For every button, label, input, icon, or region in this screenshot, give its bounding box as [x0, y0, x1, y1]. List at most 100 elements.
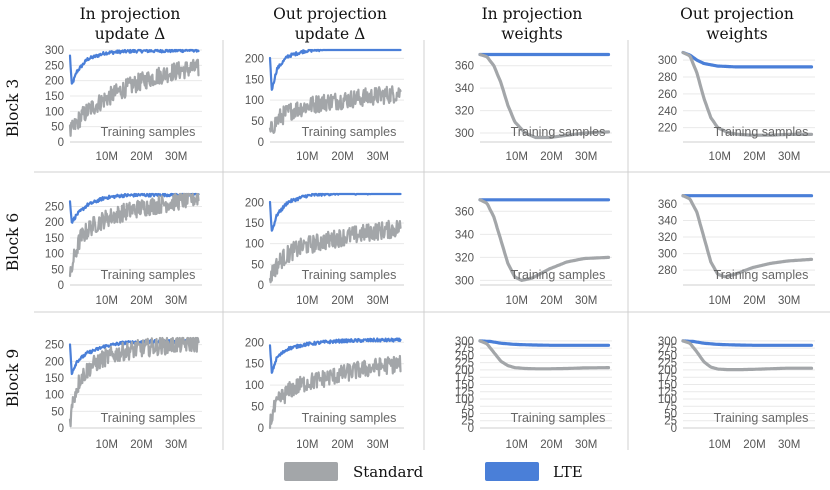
legend-swatch-lte [485, 462, 539, 481]
panel-r1-c3-xtick-label: 20M [540, 151, 562, 163]
panel-r2-c2-xtick-label: 30M [367, 295, 389, 307]
panel-r3-c2-ytick-label: 100 [245, 380, 264, 392]
panel-r2-c1-series-standard [68, 192, 200, 278]
panel-r2-c4-series-standard [681, 194, 814, 279]
panel-r3-c3-ytick-label: 250 [455, 350, 474, 362]
panel-r3-c4-ytick-label: 25 [664, 416, 677, 428]
panel-r3-c1-xtick-label: 10M [96, 439, 118, 451]
panel-r3-c1-ytick-label: 0 [58, 423, 64, 435]
panel-r3-c1-series-standard [68, 336, 200, 428]
panel-r1-c1-xtick-label: 30M [165, 151, 187, 163]
panel-r3-c3-ytick-label: 200 [455, 365, 474, 377]
panel-r3-c1-x-axis-label: Training samples [101, 411, 196, 425]
panel-r1-c2: 0 50 100 150 200 10M 20M 30M Training samples [245, 48, 404, 163]
panel-r2-c3-ytick-label: 360 [455, 206, 474, 218]
panel-r1-c4-series-lte [681, 50, 814, 69]
panel-r2-c2-xtick-label: 10M [296, 295, 318, 307]
panel-r3-c2-xtick-label: 10M [296, 439, 318, 451]
panel-r3-c3-ytick-label: 125 [455, 387, 474, 399]
panel-r3-c3-xtick-label: 10M [506, 439, 528, 451]
column-title-4-line1: Out projection [680, 5, 794, 23]
panel-r1-c1-ytick-label: 150 [45, 91, 64, 103]
panel-r2-c4-ytick-label: 340 [658, 215, 677, 227]
panel-r3-c3-series-standard [478, 339, 611, 371]
column-title-2-line1: Out projection [273, 5, 387, 23]
panel-r1-c1-ytick-label: 0 [58, 137, 64, 149]
panel-r2-c1-ytick-label: 150 [45, 233, 64, 245]
panel-r3-c3-ytick-label: 150 [455, 379, 474, 391]
panel-r3-c3-x-axis-label: Training samples [511, 411, 606, 425]
panel-r3-c3-ytick-label: 275 [455, 343, 474, 355]
panel-r3-c3-ytick-label: 0 [468, 423, 474, 435]
panel-r1-c3-x-axis-label: Training samples [511, 125, 606, 139]
panel-r1-c4-ytick-label: 300 [658, 55, 677, 67]
panel-r2-c1-ytick-label: 0 [58, 280, 64, 292]
panel-r3-c2-ytick-label: 150 [245, 359, 264, 371]
panel-r3-c3-ytick-label: 50 [461, 408, 474, 420]
panel-r3-c1-xtick-label: 30M [165, 439, 187, 451]
panel-r3-c3-ytick-label: 225 [455, 358, 474, 370]
panel-r1-c2-x-axis-label: Training samples [302, 125, 397, 139]
panel-r3-c4-ytick-label: 175 [658, 372, 677, 384]
panel-r1-c1-ytick-label: 300 [45, 45, 64, 57]
panel-r1-c4-series-standard [681, 50, 814, 137]
panel-r2-c2-series-lte [268, 192, 402, 232]
panel-r3-c3-ytick-label: 100 [455, 394, 474, 406]
panel-r3-c4-ytick-label: 150 [658, 379, 677, 391]
panel-r3-c2-xtick-label: 30M [367, 439, 389, 451]
panel-r3-c1-ytick-label: 100 [45, 390, 64, 402]
panel-r2-c1-xtick-label: 30M [165, 295, 187, 307]
panel-r3-c4-ytick-label: 100 [658, 394, 677, 406]
panel-r2-c1-x-axis-label: Training samples [101, 268, 196, 282]
row-title-block-6: Block 6 [4, 213, 22, 272]
panel-r3-c4-series-standard [681, 339, 814, 372]
panel-r1-c2-xtick-label: 30M [367, 151, 389, 163]
panel-r2-c4-xtick-label: 20M [743, 295, 765, 307]
panel-r3-c3-xtick-label: 30M [575, 439, 597, 451]
panel-r3-c1-ytick-label: 50 [51, 406, 64, 418]
panel-r3-c4-xtick-label: 10M [709, 439, 731, 451]
panel-r1-c2-xtick-label: 10M [296, 151, 318, 163]
panel-r2-c1-xtick-label: 10M [96, 295, 118, 307]
panel-r2-c1: 0 50 100 150 200 250 10M 20M 30M Training samples [45, 192, 202, 307]
panel-r1-c3-ytick-label: 340 [455, 83, 474, 95]
column-title-2-line2: update Δ [295, 25, 366, 43]
panel-r1-c3-xtick-label: 30M [575, 151, 597, 163]
panel-r3-c4-ytick-label: 125 [658, 387, 677, 399]
panel-r1-c1-series-standard [68, 58, 200, 137]
panel-r1-c4-ytick-label: 240 [658, 106, 677, 118]
panel-r3-c3-ytick-label: 175 [455, 372, 474, 384]
panel-r1-c3: 300 320 340 360 10M 20M 30M Training samples [455, 52, 612, 163]
panel-r3-c2-ytick-label: 50 [251, 402, 264, 414]
legend: Standard LTE [284, 462, 583, 481]
panel-r3-c2-xtick-label: 20M [331, 439, 353, 451]
panel-r1-c1-xtick-label: 10M [96, 151, 118, 163]
panel-r1-c4-ytick-label: 220 [658, 123, 677, 135]
legend-label-lte: LTE [553, 463, 583, 481]
panel-r3-c4-ytick-label: 0 [671, 423, 677, 435]
legend-swatch-standard [284, 462, 338, 481]
panel-r2-c4-xtick-label: 30M [778, 295, 800, 307]
panel-r2-c3-x-axis-label: Training samples [511, 268, 606, 282]
panel-r2-c4-ytick-label: 360 [658, 199, 677, 211]
panel-r1-c2-ytick-label: 50 [251, 116, 264, 128]
panel-r2-c2-ytick-label: 100 [245, 239, 264, 251]
panel-r2-c3-xtick-label: 30M [575, 295, 597, 307]
panel-r1-c4-xtick-label: 30M [778, 151, 800, 163]
panel-r2-c3-xtick-label: 10M [506, 295, 528, 307]
panel-r3-c4-ytick-label: 250 [658, 350, 677, 362]
panel-r2-c4-ytick-label: 300 [658, 249, 677, 261]
panel-r3-c3-xtick-label: 20M [540, 439, 562, 451]
panel-r2-c4-x-axis-label: Training samples [714, 268, 809, 282]
column-title-3-line1: In projection [482, 5, 583, 23]
column-title-1-line2: update Δ [95, 25, 166, 43]
panel-r1-c2-ytick-label: 0 [258, 137, 264, 149]
panel-r1-c3-series-standard [478, 52, 611, 140]
panel-r2-c2-ytick-label: 200 [245, 197, 264, 209]
panel-r3-c1-ytick-label: 200 [45, 356, 64, 368]
panel-r3-c3-ytick-label: 25 [461, 416, 474, 428]
panel-r1-c3-xtick-label: 10M [506, 151, 528, 163]
panel-r2-c4-ytick-label: 280 [658, 265, 677, 277]
panel-r1-c2-ytick-label: 100 [245, 95, 264, 107]
